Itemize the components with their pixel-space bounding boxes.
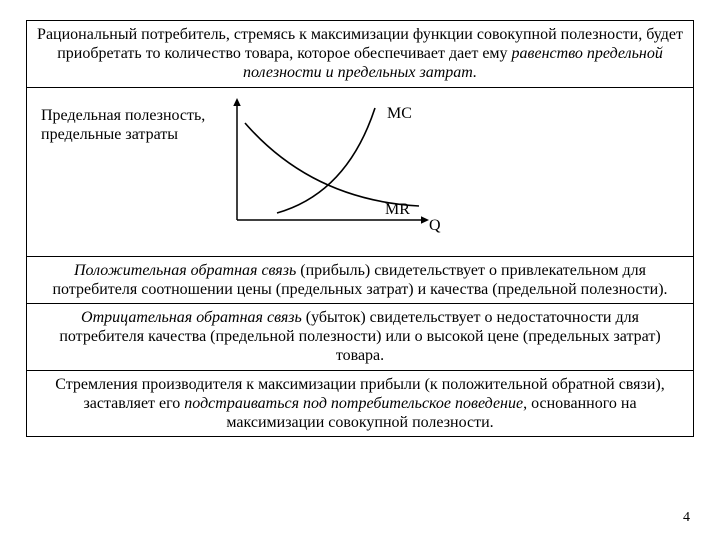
- row-negative-feedback: Отрицательная обратная связь (убыток) св…: [27, 303, 694, 370]
- row4-lead: Отрицательная обратная связь: [81, 309, 302, 326]
- page-number: 4: [683, 510, 690, 526]
- mc-label: MC: [387, 104, 412, 123]
- chart-cell: Предельная полезность, предельные затрат…: [27, 87, 694, 256]
- row3-lead: Положительная обратная связь: [74, 262, 296, 279]
- row-rational-consumer: Рациональный потребитель, стремясь к мак…: [27, 21, 694, 88]
- q-label: Q: [429, 216, 441, 235]
- chart-svg: [27, 88, 695, 248]
- slide-page: Рациональный потребитель, стремясь к мак…: [0, 0, 720, 540]
- row-positive-feedback: Положительная обратная связь (прибыль) с…: [27, 256, 694, 303]
- content-table: Рациональный потребитель, стремясь к мак…: [26, 20, 694, 437]
- row5-italic: подстраиваться под потребительское повед…: [184, 395, 523, 412]
- mr-label: MR: [385, 200, 410, 219]
- row-producer-goal: Стремления производителя к максимизации …: [27, 370, 694, 437]
